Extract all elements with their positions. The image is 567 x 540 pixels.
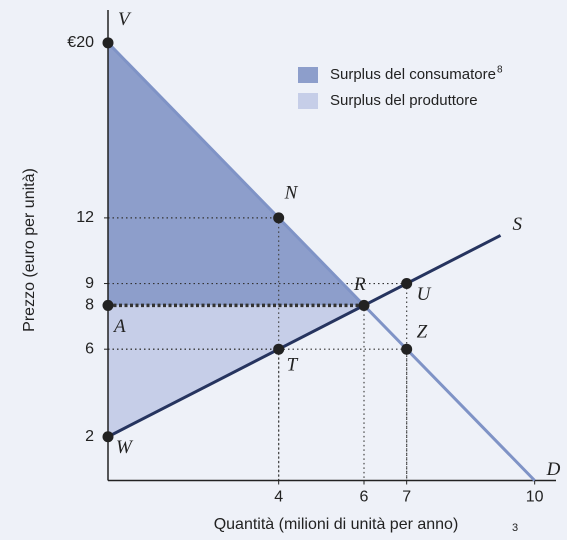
curve [107, 234, 502, 439]
x-tick-label: 6 [360, 489, 369, 506]
y-tick-label: 6 [85, 340, 94, 357]
point [401, 343, 413, 355]
legend-swatch [298, 93, 318, 109]
point-label: W [116, 437, 134, 458]
point [102, 431, 114, 443]
x-axis-note: 3 [512, 522, 518, 534]
x-tick-label: 10 [526, 489, 544, 506]
legend-label: Surplus del produttore [330, 92, 478, 109]
legend-swatch [298, 67, 318, 83]
y-tick-label: €20 [67, 34, 94, 51]
x-tick-label: 4 [274, 489, 283, 506]
point [273, 343, 285, 355]
point-label: N [284, 182, 299, 203]
curve-label: D [546, 459, 561, 480]
y-tick-label: 12 [76, 209, 94, 226]
curve [106, 41, 536, 482]
point [358, 299, 370, 311]
x-tick-label: 7 [402, 489, 411, 506]
curve-label: S [513, 214, 523, 235]
y-tick-label: 8 [85, 297, 94, 314]
point-label: U [417, 284, 432, 305]
point-label: A [112, 316, 126, 337]
point [273, 212, 285, 224]
point [102, 299, 114, 311]
y-tick-label: 9 [85, 275, 94, 292]
point [401, 278, 413, 290]
point-label: R [353, 274, 366, 295]
point-label: V [118, 9, 132, 30]
point-label: T [287, 355, 299, 376]
x-axis-label: Quantità (milioni di unità per anno) [214, 516, 459, 533]
legend-label: Surplus del consumatore [330, 66, 496, 83]
legend-note: 8 [497, 65, 503, 76]
point-label: Z [417, 322, 428, 343]
y-axis-label: Prezzo (euro per unità) [21, 168, 38, 332]
point [102, 37, 114, 49]
y-tick-label: 2 [85, 428, 94, 445]
